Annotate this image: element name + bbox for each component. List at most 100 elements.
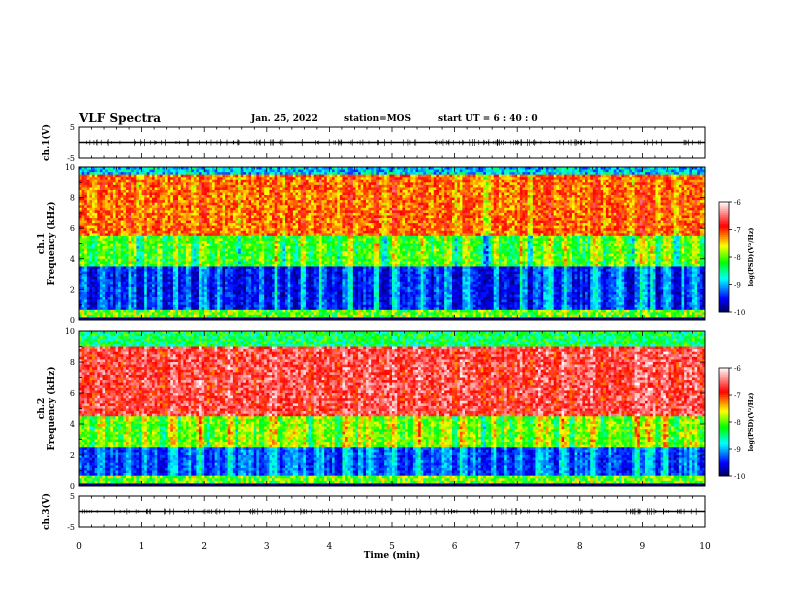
- spectrogram-cell: [198, 240, 202, 244]
- spectrogram-cell: [141, 195, 145, 198]
- spectrogram-cell: [157, 294, 161, 298]
- spectrogram-cell: [178, 263, 182, 267]
- spectrogram-cell: [146, 253, 150, 257]
- spectrogram-cell: [206, 266, 210, 270]
- spectrogram-cell: [214, 307, 218, 311]
- spectrogram-cell: [162, 238, 166, 242]
- spectrogram-cell: [261, 223, 265, 226]
- spectrogram-cell: [188, 291, 192, 295]
- spectrogram-cell: [253, 233, 257, 237]
- spectrogram-cell: [251, 225, 255, 229]
- spectrogram-cell: [212, 274, 215, 277]
- spectrogram-cell: [180, 312, 184, 316]
- spectrogram-cell: [230, 266, 234, 270]
- spectrogram-cell: [214, 220, 218, 224]
- spectrogram-cell: [212, 243, 215, 247]
- spectrogram-cell: [79, 240, 82, 244]
- spectrogram-cell: [149, 187, 153, 191]
- spectrogram-cell: [232, 312, 236, 316]
- spectrogram-cell: [248, 304, 252, 308]
- spectrogram-cell: [269, 271, 273, 275]
- spectrogram-cell: [144, 314, 148, 318]
- spectrogram-cell: [277, 243, 281, 247]
- spectrogram-cell: [146, 307, 150, 311]
- spectrogram-cell: [175, 271, 179, 275]
- spectrogram-cell: [185, 205, 189, 209]
- spectrogram-cell: [107, 172, 111, 175]
- spectrogram-cell: [159, 179, 163, 183]
- spectrogram-cell: [212, 297, 215, 300]
- spectrogram-cell: [251, 258, 255, 262]
- spectrogram-cell: [152, 182, 155, 186]
- spectrogram-cell: [251, 207, 255, 211]
- spectrogram-cell: [261, 174, 265, 178]
- spectrogram-cell: [214, 243, 218, 247]
- spectrogram-cell: [253, 304, 257, 308]
- spectrogram-cell: [183, 238, 187, 242]
- spectrogram-cell: [165, 195, 168, 198]
- spectrogram-cell: [209, 233, 213, 237]
- spectrogram-cell: [274, 309, 278, 313]
- spectrogram-cell: [193, 184, 197, 188]
- spectrogram-cell: [261, 286, 265, 290]
- spectrogram-cell: [245, 297, 249, 300]
- spectrogram-cell: [159, 167, 163, 170]
- spectrogram-cell: [110, 205, 114, 209]
- spectrogram-cell: [188, 274, 192, 277]
- spectrogram-cell: [165, 251, 168, 254]
- spectrogram-cell: [217, 248, 221, 252]
- spectrogram-cell: [248, 225, 252, 229]
- spectrogram-cell: [209, 228, 213, 232]
- spectrogram-cell: [141, 294, 145, 298]
- spectrogram-cell: [131, 261, 135, 265]
- spectrogram-cell: [204, 192, 208, 196]
- spectrogram-cell: [162, 230, 166, 234]
- spectrogram-cell: [131, 271, 135, 275]
- spectrogram-cell: [279, 218, 283, 221]
- spectrogram-cell: [196, 167, 200, 170]
- spectrogram-cell: [133, 312, 137, 316]
- spectrogram-cell: [79, 200, 82, 203]
- spectrogram-cell: [183, 202, 187, 206]
- spectrogram-cell: [227, 179, 231, 183]
- spectrogram-cell: [232, 299, 236, 303]
- spectrogram-cell: [201, 172, 205, 175]
- spectrogram-cell: [110, 220, 114, 224]
- spectrogram-cell: [219, 279, 223, 283]
- spectrogram-cell: [152, 271, 155, 275]
- spectrogram-cell: [172, 312, 176, 316]
- spectrogram-cell: [277, 223, 281, 226]
- spectrogram-cell: [191, 240, 195, 244]
- spectrogram-cell: [214, 302, 218, 305]
- spectrogram-cell: [206, 192, 210, 196]
- spectrogram-cell: [272, 251, 275, 254]
- spectrogram-cell: [201, 187, 205, 191]
- spectrogram-cell: [84, 261, 88, 265]
- spectrogram-cell: [123, 289, 127, 293]
- spectrogram-cell: [99, 312, 103, 316]
- spectrogram-cell: [235, 269, 239, 272]
- spectrogram-cell: [167, 225, 171, 229]
- spectrogram-cell: [266, 317, 270, 321]
- spectrogram-cell: [136, 279, 140, 283]
- spectrogram-cell: [123, 169, 127, 173]
- spectrogram-cell: [269, 284, 273, 288]
- spectrogram-cell: [112, 172, 116, 175]
- spectrogram-cell: [188, 223, 192, 226]
- spectrogram-cell: [165, 212, 168, 216]
- spectrogram-cell: [219, 274, 223, 277]
- spectrogram-cell: [92, 202, 95, 206]
- spectrogram-cell: [107, 279, 111, 283]
- spectrogram-cell: [204, 253, 208, 257]
- spectrogram-cell: [251, 182, 255, 186]
- spectrogram-cell: [209, 200, 213, 203]
- spectrogram-cell: [152, 243, 155, 247]
- spectrogram-cell: [251, 233, 255, 237]
- spectrogram-cell: [217, 195, 221, 198]
- spectrogram-cell: [92, 233, 95, 237]
- spectrogram-cell: [128, 167, 132, 170]
- spectrogram-cell: [178, 223, 182, 226]
- spectrogram-cell: [212, 302, 215, 305]
- spectrogram-cell: [251, 197, 255, 201]
- spectrogram-cell: [204, 220, 208, 224]
